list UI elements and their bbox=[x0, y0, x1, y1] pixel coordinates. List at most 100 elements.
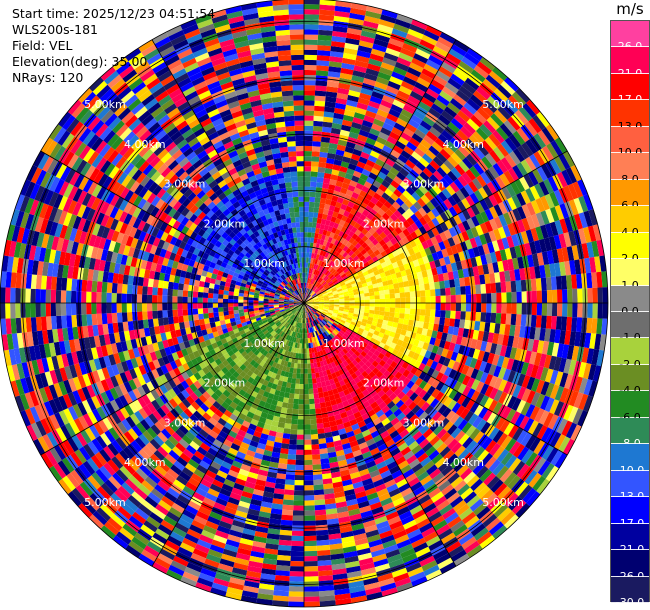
velocity-gate bbox=[418, 157, 430, 168]
velocity-gate bbox=[318, 228, 324, 235]
velocity-gate bbox=[290, 429, 298, 435]
velocity-gate bbox=[330, 275, 336, 281]
velocity-gate bbox=[519, 325, 526, 338]
velocity-gate bbox=[348, 17, 364, 26]
velocity-gate bbox=[312, 383, 318, 389]
velocity-gate bbox=[325, 96, 337, 103]
velocity-gate bbox=[292, 373, 297, 379]
velocity-gate bbox=[460, 286, 466, 295]
velocity-gate bbox=[540, 277, 547, 291]
velocity-gate bbox=[390, 229, 399, 238]
velocity-gate bbox=[499, 123, 513, 138]
velocity-gate bbox=[354, 297, 360, 301]
velocity-gate bbox=[450, 334, 458, 344]
velocity-gate bbox=[316, 418, 323, 424]
velocity-gate bbox=[378, 184, 388, 193]
velocity-gate bbox=[314, 304, 320, 306]
velocity-gate bbox=[287, 403, 294, 409]
velocity-gate bbox=[312, 141, 321, 147]
velocity-gate bbox=[389, 288, 395, 294]
velocity-gate bbox=[333, 15, 350, 23]
velocity-gate bbox=[383, 285, 390, 291]
velocity-gate bbox=[339, 243, 346, 250]
velocity-gate bbox=[488, 399, 499, 412]
velocity-gate bbox=[427, 220, 436, 230]
velocity-gate bbox=[297, 424, 304, 430]
velocity-gate bbox=[363, 252, 370, 259]
velocity-gate bbox=[521, 291, 527, 303]
velocity-gate bbox=[394, 371, 403, 380]
velocity-gate bbox=[546, 250, 555, 265]
velocity-gate bbox=[444, 82, 459, 94]
velocity-gate bbox=[423, 63, 439, 75]
velocity-gate bbox=[592, 365, 602, 382]
velocity-gate bbox=[458, 251, 466, 261]
velocity-gate bbox=[445, 303, 451, 311]
velocity-gate bbox=[326, 259, 332, 265]
velocity-gate bbox=[319, 239, 325, 246]
velocity-gate bbox=[308, 268, 312, 274]
velocity-gate bbox=[503, 212, 513, 225]
velocity-gate bbox=[455, 243, 463, 253]
velocity-gate bbox=[544, 223, 554, 238]
velocity-gate bbox=[413, 360, 422, 369]
velocity-gate bbox=[340, 187, 348, 195]
velocity-gate bbox=[454, 148, 466, 161]
velocity-gate bbox=[542, 444, 555, 461]
velocity-gate bbox=[317, 172, 325, 178]
velocity-gate bbox=[476, 418, 487, 432]
velocity-gate bbox=[311, 293, 317, 297]
velocity-gate bbox=[382, 362, 391, 370]
velocity-gate bbox=[450, 295, 456, 303]
velocity-gate bbox=[289, 571, 304, 577]
velocity-gate bbox=[306, 288, 309, 294]
velocity-gate bbox=[344, 254, 351, 260]
velocity-gate bbox=[476, 174, 487, 188]
velocity-gate bbox=[362, 286, 369, 291]
velocity-gate bbox=[309, 278, 312, 284]
velocity-gate bbox=[308, 393, 315, 400]
velocity-gate bbox=[596, 271, 603, 288]
velocity-gate bbox=[331, 35, 346, 43]
velocity-gate bbox=[374, 339, 381, 347]
velocity-gate bbox=[397, 276, 404, 283]
velocity-gate bbox=[364, 193, 373, 201]
velocity-gate bbox=[319, 314, 325, 319]
velocity-gate bbox=[469, 94, 484, 108]
velocity-gate bbox=[409, 90, 424, 102]
velocity-gate bbox=[519, 176, 530, 191]
velocity-gate bbox=[332, 279, 338, 284]
velocity-gate bbox=[373, 163, 383, 172]
velocity-gate bbox=[454, 318, 461, 328]
velocity-gate bbox=[449, 98, 464, 111]
velocity-gate bbox=[436, 94, 450, 107]
velocity-gate bbox=[309, 201, 315, 208]
velocity-gate bbox=[335, 97, 348, 105]
velocity-gate bbox=[500, 157, 513, 171]
velocity-gate bbox=[343, 151, 353, 159]
velocity-gate bbox=[520, 362, 530, 375]
velocity-gate bbox=[556, 248, 565, 263]
velocity-gate bbox=[399, 308, 406, 314]
velocity-gate bbox=[401, 324, 409, 331]
velocity-gate bbox=[321, 281, 327, 286]
velocity-gate bbox=[380, 261, 388, 268]
velocity-gate bbox=[496, 143, 509, 158]
velocity-gate bbox=[335, 274, 341, 280]
velocity-gate bbox=[390, 303, 396, 308]
velocity-gate bbox=[347, 22, 363, 31]
velocity-gate bbox=[398, 346, 406, 354]
velocity-gate bbox=[364, 326, 371, 332]
velocity-gate bbox=[374, 299, 380, 303]
velocity-gate bbox=[317, 45, 331, 52]
velocity-gate bbox=[447, 195, 457, 207]
velocity-gate bbox=[503, 170, 515, 184]
velocity-gate bbox=[334, 304, 340, 307]
velocity-gate bbox=[477, 245, 486, 256]
velocity-gate bbox=[546, 341, 555, 356]
velocity-gate bbox=[364, 296, 370, 300]
velocity-gate bbox=[325, 230, 332, 237]
velocity-gate bbox=[418, 389, 427, 399]
velocity-gate bbox=[511, 291, 517, 303]
velocity-gate bbox=[573, 376, 583, 393]
